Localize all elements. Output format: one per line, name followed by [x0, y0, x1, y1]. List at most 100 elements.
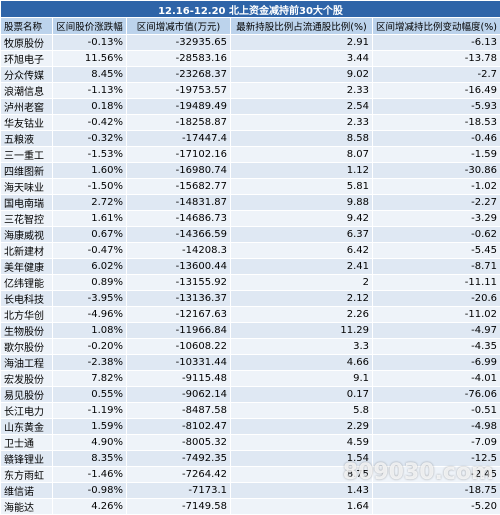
cell: 9.42 [231, 211, 373, 227]
cell: -8.71 [373, 259, 500, 275]
cell: -13.78 [373, 51, 500, 67]
cell: -2.27 [373, 195, 500, 211]
stock-name: 北方华创 [1, 307, 53, 323]
cell: -1.59 [373, 147, 500, 163]
cell: 4.59 [231, 435, 373, 451]
stock-name: 歌尔股份 [1, 339, 53, 355]
cell: -17102.16 [127, 147, 231, 163]
stock-name: 长电科技 [1, 291, 53, 307]
cell: -1.53% [53, 147, 127, 163]
cell: -12167.63 [127, 307, 231, 323]
cell: -11.11 [373, 275, 500, 291]
cell: 2.29 [231, 419, 373, 435]
cell: 0.17 [231, 387, 373, 403]
cell: 2.33 [231, 83, 373, 99]
cell: 1.12 [231, 163, 373, 179]
cell: 11.29 [231, 323, 373, 339]
cell: 2.12 [231, 291, 373, 307]
cell: 0.89% [53, 275, 127, 291]
cell: -5.93 [373, 99, 500, 115]
cell: 11.56% [53, 51, 127, 67]
cell: 3.3 [231, 339, 373, 355]
stock-name: 牧原股份 [1, 35, 53, 51]
cell: -2.7 [373, 67, 500, 83]
cell: 1.08% [53, 323, 127, 339]
cell: 9.02 [231, 67, 373, 83]
cell: -9062.14 [127, 387, 231, 403]
cell: -3.29 [373, 211, 500, 227]
cell: -1.13% [53, 83, 127, 99]
stock-name: 四维图新 [1, 163, 53, 179]
cell: -7.09 [373, 435, 500, 451]
cell: -18.53 [373, 115, 500, 131]
table-title: 12.16-12.20 北上资金减持前30大个股 [1, 1, 500, 18]
cell: -0.62 [373, 227, 500, 243]
cell: -20.6 [373, 291, 500, 307]
cell: 9.1 [231, 371, 373, 387]
cell: 8.35% [53, 451, 127, 467]
cell: 2.26 [231, 307, 373, 323]
stock-name: 美年健康 [1, 259, 53, 275]
cell: -18258.87 [127, 115, 231, 131]
cell: -8102.47 [127, 419, 231, 435]
cell: 2.72% [53, 195, 127, 211]
cell: -0.13% [53, 35, 127, 51]
cell: 5.8 [231, 403, 373, 419]
cell: 2.41 [231, 259, 373, 275]
cell: -10331.44 [127, 355, 231, 371]
cell: -6.99 [373, 355, 500, 371]
stock-name: 分众传媒 [1, 67, 53, 83]
cell: -7264.42 [127, 467, 231, 483]
cell: 8.58 [231, 131, 373, 147]
cell: -76.06 [373, 387, 500, 403]
stock-name: 长江电力 [1, 403, 53, 419]
stock-name: 环旭电子 [1, 51, 53, 67]
stock-name: 国电南瑞 [1, 195, 53, 211]
cell: -7492.35 [127, 451, 231, 467]
cell: -0.47% [53, 243, 127, 259]
cell: -14208.3 [127, 243, 231, 259]
cell: -13155.92 [127, 275, 231, 291]
stock-name: 五粮液 [1, 131, 53, 147]
cell: -4.01 [373, 371, 500, 387]
cell: -32935.65 [127, 35, 231, 51]
cell: -0.42% [53, 115, 127, 131]
page: 12.16-12.20 北上资金减持前30大个股 股票名称区间股价涨跌幅区间增减… [0, 0, 500, 491]
cell: -1.19% [53, 403, 127, 419]
cell: 2.91 [231, 35, 373, 51]
stock-name: 山东黄金 [1, 419, 53, 435]
cell: 1.64 [231, 499, 373, 515]
stock-name: 生物股份 [1, 323, 53, 339]
cell: -11.02 [373, 307, 500, 323]
stock-name: 泸州老窖 [1, 99, 53, 115]
cell: -6.13 [373, 35, 500, 51]
cell: -8487.58 [127, 403, 231, 419]
stock-name: 海天味业 [1, 179, 53, 195]
cell: -13600.44 [127, 259, 231, 275]
stock-name: 宏发股份 [1, 371, 53, 387]
cell: -19489.49 [127, 99, 231, 115]
cell: -8005.32 [127, 435, 231, 451]
cell: 0.55% [53, 387, 127, 403]
cell: 0.67% [53, 227, 127, 243]
cell: -14831.87 [127, 195, 231, 211]
cell: 4.66 [231, 355, 373, 371]
